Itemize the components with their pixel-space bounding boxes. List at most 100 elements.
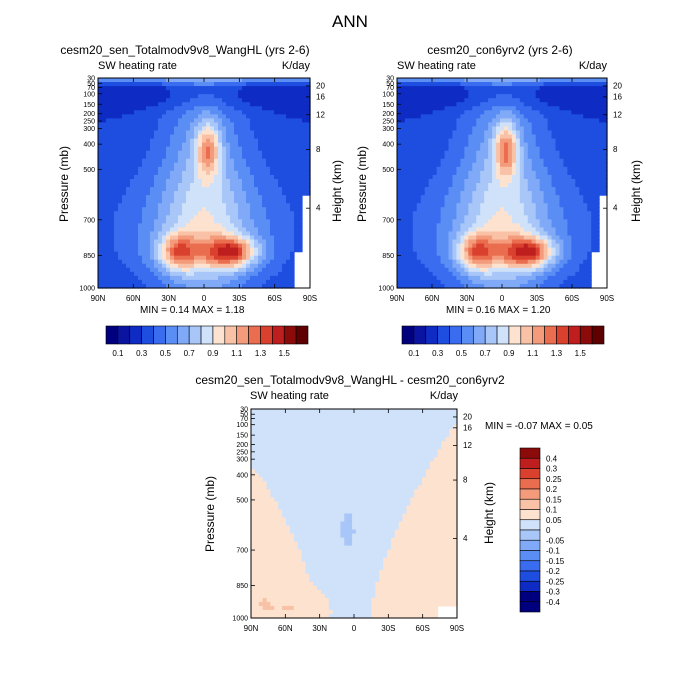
heat-cell [444, 231, 450, 237]
heat-cell [122, 243, 127, 249]
heat-cell [587, 102, 592, 107]
heat-cell [412, 166, 418, 172]
heat-cell [500, 118, 505, 124]
heat-cell [523, 106, 529, 111]
heat-cell [102, 199, 107, 204]
heat-cell [294, 243, 299, 249]
heat-cell [599, 102, 604, 107]
heat-cell [174, 102, 179, 107]
heat-cell [464, 239, 469, 245]
heat-cell [202, 82, 207, 87]
heat-cell [166, 275, 171, 281]
heat-cell [118, 102, 123, 107]
heat-cell [214, 227, 219, 233]
heat-cell [258, 82, 263, 87]
heat-cell [579, 243, 584, 249]
heat-cell [166, 166, 171, 172]
heat-cell [551, 227, 557, 233]
heat-cell [274, 215, 279, 220]
heat-cell [222, 142, 227, 148]
heat-cell [535, 223, 541, 229]
heat-cell [500, 130, 505, 136]
heat-cell [484, 154, 489, 160]
heat-cell [488, 78, 493, 83]
heat-cell [571, 195, 576, 200]
heat-cell [523, 239, 529, 245]
heat-cell [198, 283, 203, 289]
heat-cell [282, 243, 287, 249]
heat-cell [106, 110, 111, 115]
heat-cell [282, 158, 287, 164]
heat-cell [194, 283, 199, 289]
heat-cell [551, 150, 557, 156]
heat-cell [571, 162, 576, 168]
heat-cell [130, 158, 135, 164]
heat-cell [547, 211, 553, 216]
heat-cell [492, 223, 497, 229]
heat-cell [563, 130, 568, 136]
heat-cell [110, 195, 115, 200]
heat-cell [397, 174, 402, 180]
heat-cell [302, 146, 307, 152]
heat-cell [202, 267, 207, 273]
heat-cell [420, 118, 426, 124]
heat-cell [282, 235, 287, 241]
heat-cell [242, 78, 247, 83]
heat-cell [500, 134, 505, 140]
heat-cell [214, 243, 219, 249]
heat-cell [182, 231, 187, 237]
heat-cell [262, 118, 267, 124]
heat-cell [182, 142, 187, 148]
heat-cell [98, 271, 103, 277]
heat-cell [603, 174, 608, 180]
heat-cell [222, 187, 227, 192]
heat-cell [170, 102, 175, 107]
heat-cell [432, 239, 438, 245]
heat-cell [436, 146, 442, 152]
heat-cell [110, 114, 115, 119]
heat-cell [278, 146, 283, 152]
heat-cell [274, 251, 279, 257]
heat-cell [397, 227, 402, 233]
heat-cell [214, 207, 219, 212]
heat-cell [134, 110, 139, 115]
heat-cell [270, 138, 275, 144]
heat-cell [138, 138, 143, 144]
heat-cell [254, 247, 259, 253]
heat-cell [503, 118, 509, 124]
heat-cell [484, 98, 489, 103]
heat-cell [174, 219, 179, 224]
heat-cell [158, 243, 163, 249]
heat-cell [543, 94, 549, 99]
heat-cell [246, 106, 251, 111]
heat-cell [484, 211, 489, 216]
heat-cell [496, 178, 501, 184]
heat-cell [591, 187, 596, 192]
heat-cell [412, 239, 418, 245]
heat-cell [571, 142, 576, 148]
heat-cell [519, 183, 525, 188]
heat-cell [258, 142, 263, 148]
heat-cell [416, 98, 422, 103]
heat-cell [98, 215, 103, 220]
heat-cell [444, 183, 450, 188]
heat-cell [234, 118, 239, 124]
heat-cell [130, 134, 135, 140]
heat-cell [182, 183, 187, 188]
heat-cell [190, 178, 195, 184]
heat-cell [531, 195, 537, 200]
heat-cell [408, 122, 414, 128]
heat-cell [278, 247, 283, 253]
heat-cell [202, 247, 207, 253]
heat-cell [476, 174, 481, 180]
heat-cell [222, 219, 227, 224]
heat-cell [456, 154, 461, 160]
heat-cell [122, 255, 127, 261]
heat-cell [492, 134, 497, 140]
heat-cell [150, 183, 155, 188]
heat-cell [484, 150, 489, 156]
heat-cell [412, 178, 418, 184]
heat-cell [230, 263, 235, 269]
heat-cell [138, 162, 143, 168]
heat-cell [476, 211, 481, 216]
